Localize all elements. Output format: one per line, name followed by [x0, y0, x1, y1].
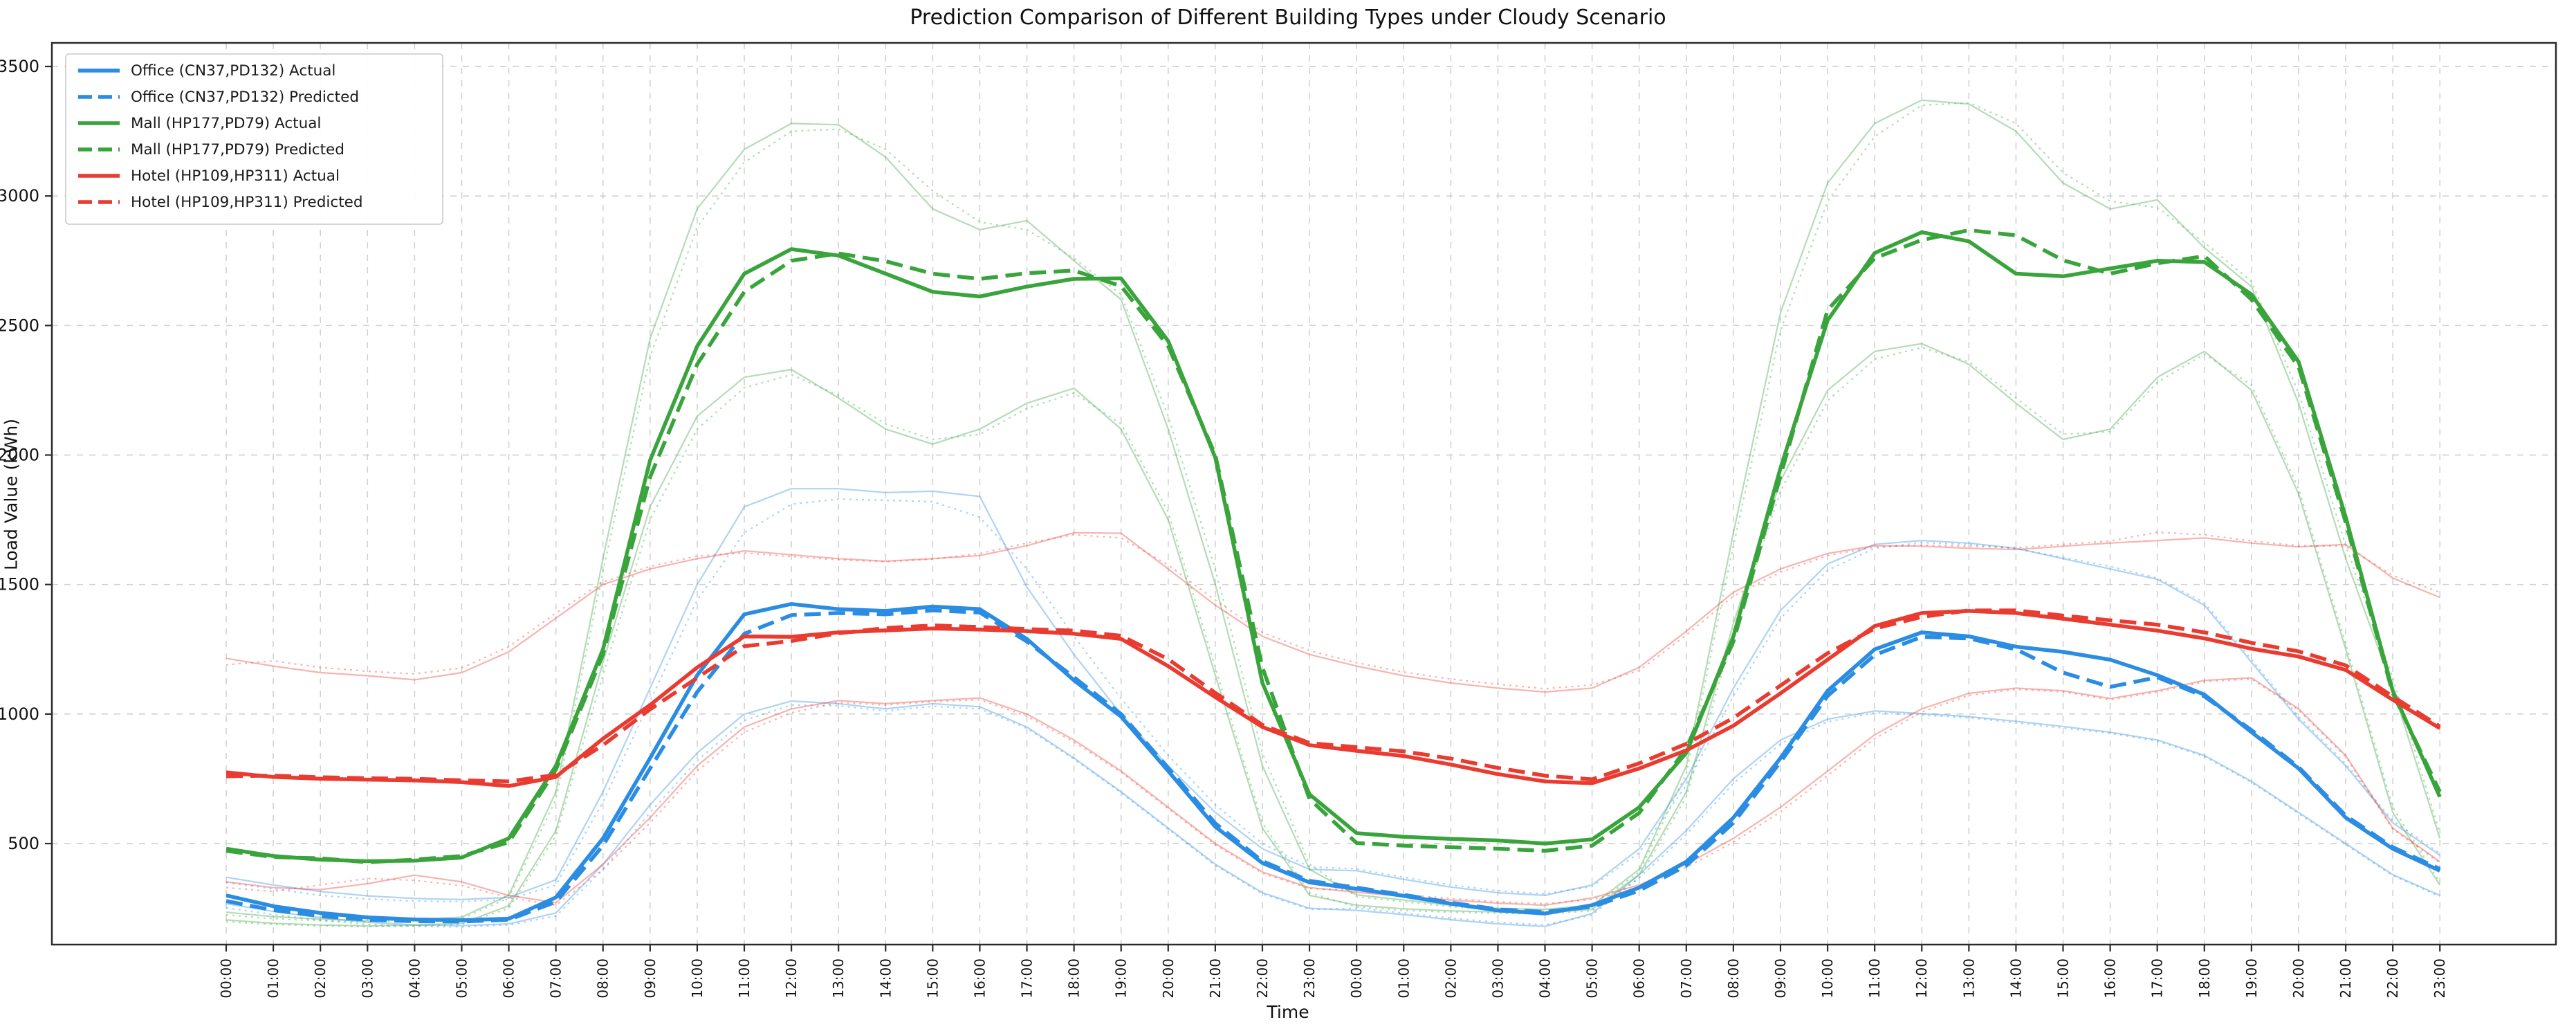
- x-tick-label: 14:00: [877, 958, 894, 999]
- legend-label: Hotel (HP109,HP311) Actual: [131, 167, 340, 185]
- series-hotel-r2-predicted-line: [226, 678, 2440, 907]
- x-tick-label: 04:00: [1537, 958, 1554, 999]
- legend-item-hotel-predicted: Hotel (HP109,HP311) Predicted: [78, 194, 363, 211]
- x-axis-label: Time: [1267, 1002, 1309, 1022]
- series-mall-g2-actual-line: [226, 343, 2441, 927]
- x-tick-label: 21:00: [2337, 958, 2354, 999]
- plot-border: [50, 42, 2557, 946]
- x-tick-label: 19:00: [1113, 958, 1130, 999]
- x-tick-label: 12:00: [783, 958, 800, 999]
- series-office-b1-predicted-line: [226, 498, 2440, 903]
- series-mall-predicted-line: [226, 228, 2442, 864]
- y-tick-label: 500: [8, 834, 39, 853]
- x-tick-label: 08:00: [595, 958, 611, 999]
- y-axis-label: Load Value (kWh): [1, 418, 21, 571]
- legend-label: Office (CN37,PD132) Predicted: [131, 89, 359, 106]
- legend-box: [65, 53, 443, 225]
- x-tick-label: 10:00: [1819, 958, 1836, 999]
- x-tick-label: 10:00: [689, 958, 706, 999]
- x-tick-label: 11:00: [1866, 958, 1883, 999]
- x-tick-label: 08:00: [1725, 958, 1742, 999]
- x-tick-label: 04:00: [406, 958, 423, 999]
- x-tick-label: 20:00: [1160, 958, 1177, 999]
- x-tick-label: 12:00: [1913, 958, 1930, 999]
- x-tick-label: 15:00: [2055, 958, 2072, 999]
- x-tick-label: 09:00: [1772, 958, 1789, 999]
- x-tick-label: 14:00: [2007, 958, 2024, 999]
- x-tick-label: 07:00: [1678, 958, 1695, 999]
- legend-item-hotel-actual: Hotel (HP109,HP311) Actual: [78, 167, 340, 185]
- y-tick-label: 3000: [0, 186, 39, 206]
- gridlines: [52, 43, 2556, 945]
- y-tick-label: 2000: [0, 446, 39, 465]
- series-mall-g2-predicted-line: [226, 347, 2441, 928]
- x-tick-label: 03:00: [1489, 958, 1506, 999]
- x-tick-label: 13:00: [1960, 958, 1977, 999]
- legend-item-office-actual: Office (CN37,PD132) Actual: [78, 62, 335, 80]
- series-hotel-r1-actual-line: [226, 531, 2440, 693]
- x-tick-label: 17:00: [1019, 958, 1036, 999]
- y-tick-label: 2500: [0, 316, 39, 335]
- x-tick-label: 21:00: [1207, 958, 1224, 999]
- x-tick-label: 03:00: [359, 958, 376, 999]
- y-axis: 500 1000 1500 2000 2500 3000 3500: [0, 57, 52, 853]
- x-tick-label: 06:00: [1631, 958, 1648, 999]
- x-tick-label: 05:00: [1584, 958, 1601, 999]
- chart-title: Prediction Comparison of Different Build…: [910, 6, 1666, 30]
- x-tick-label: 20:00: [2290, 958, 2307, 999]
- series-office-b2-actual-line: [226, 700, 2440, 927]
- x-tick-label: 22:00: [2384, 958, 2401, 999]
- legend-label: Office (CN37,PD132) Actual: [131, 62, 335, 80]
- series-mall-actual-line: [226, 230, 2442, 864]
- x-tick-label: 19:00: [2243, 958, 2260, 999]
- x-tick-label: 13:00: [830, 958, 847, 999]
- series-hotel-r1-predicted-line: [226, 531, 2440, 690]
- series-hotel-r2-actual-line: [226, 677, 2440, 907]
- x-tick-label: 05:00: [453, 958, 470, 999]
- x-tick-label: 09:00: [642, 958, 659, 999]
- x-tick-label: 15:00: [924, 958, 941, 999]
- x-tick-label: 07:00: [548, 958, 564, 999]
- x-tick-label: 23:00: [2431, 958, 2448, 999]
- legend-label: Mall (HP177,PD79) Predicted: [131, 141, 344, 158]
- legend-item-mall-actual: Mall (HP177,PD79) Actual: [78, 115, 321, 132]
- x-tick-label: 00:00: [1348, 958, 1365, 999]
- series-office-b2-predicted-line: [226, 704, 2440, 928]
- legend-label: Hotel (HP109,HP311) Predicted: [131, 194, 363, 211]
- x-tick-label: 22:00: [1254, 958, 1271, 999]
- x-tick-label: 18:00: [1066, 958, 1083, 999]
- series-mall-g1-predicted-line: [226, 102, 2441, 923]
- x-tick-label: 18:00: [2196, 958, 2213, 999]
- legend-item-mall-predicted: Mall (HP177,PD79) Predicted: [78, 141, 344, 158]
- x-tick-label: 06:00: [501, 958, 517, 999]
- x-tick-label: 01:00: [265, 958, 282, 999]
- legend: Office (CN37,PD132) Actual Office (CN37,P…: [65, 53, 443, 225]
- x-tick-label: 00:00: [218, 958, 234, 999]
- x-tick-label: 16:00: [2102, 958, 2119, 999]
- x-tick-label: 01:00: [1395, 958, 1412, 999]
- series-office-predicted-line: [226, 608, 2441, 924]
- x-tick-label: 16:00: [971, 958, 988, 999]
- y-tick-label: 3500: [0, 57, 39, 76]
- series-mall-g1-actual-line: [226, 99, 2441, 922]
- legend-item-office-predicted: Office (CN37,PD132) Predicted: [78, 89, 359, 106]
- series: [226, 99, 2442, 928]
- legend-label: Mall (HP177,PD79) Actual: [131, 115, 321, 132]
- x-tick-label: 11:00: [736, 958, 753, 999]
- x-axis: 00:00 01:00 02:00 03:00 04:00 05:00 06:00 07:00…: [218, 945, 2448, 999]
- x-tick-label: 02:00: [1442, 958, 1459, 999]
- series-hotel-actual-line: [226, 609, 2441, 788]
- x-tick-label: 02:00: [312, 958, 329, 999]
- series-office-b1-actual-line: [226, 488, 2440, 901]
- x-tick-label: 17:00: [2149, 958, 2166, 999]
- y-tick-label: 1000: [0, 704, 39, 724]
- y-tick-label: 1500: [0, 575, 39, 594]
- series-hotel-predicted-line: [226, 608, 2441, 783]
- x-tick-label: 23:00: [1301, 958, 1318, 999]
